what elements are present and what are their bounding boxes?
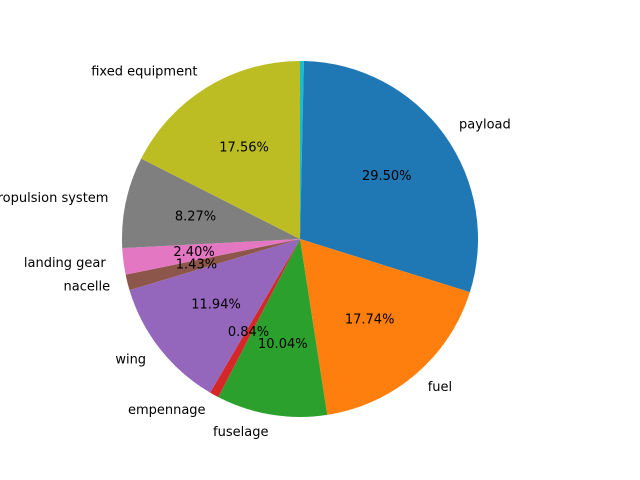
slice-label-wing: wing xyxy=(115,353,146,368)
pie-slice-landing-gear xyxy=(122,239,300,275)
slice-label-empennage: empennage xyxy=(128,403,206,418)
slice-percent-payload: 29.50% xyxy=(362,169,412,184)
slice-label-landing-gear: landing gear xyxy=(24,256,107,271)
slice-percent-wing: 11.94% xyxy=(191,298,241,313)
slice-percent-propulsion-system: 8.27% xyxy=(175,209,216,224)
slice-percent-landing-gear: 2.40% xyxy=(173,245,214,260)
pie-slice-empennage xyxy=(210,239,300,398)
slice-percent-fuselage: 10.04% xyxy=(258,337,308,352)
pie-slice-fuel xyxy=(300,239,470,415)
slice-percent-nacelle: 1.43% xyxy=(176,258,217,273)
slice-label-fuselage: fuselage xyxy=(213,425,268,440)
pie-slice-nacelle xyxy=(125,239,300,291)
slice-label-payload: payload xyxy=(459,117,511,132)
pie-slice-unlabeled-0 xyxy=(300,60,304,239)
pie-slice-fuselage xyxy=(218,239,328,418)
slice-label-propulsion-system: propulsion system xyxy=(0,191,108,206)
pie-slice-propulsion-system xyxy=(121,158,300,249)
pie-slice-wing xyxy=(129,239,300,393)
slice-percent-fixed-equipment: 17.56% xyxy=(219,141,269,156)
slice-label-fixed-equipment: fixed equipment xyxy=(91,65,197,80)
slice-percent-empennage: 0.84% xyxy=(228,325,269,340)
pie-slices xyxy=(121,60,479,418)
slice-percent-fuel: 17.74% xyxy=(345,312,395,327)
pie-labels: payload 29.50% fuel 17.74% fuselage 10.04% emp… xyxy=(0,65,511,440)
slice-label-fuel: fuel xyxy=(428,380,452,395)
pie-slice-fixed-equipment xyxy=(141,61,300,239)
slice-label-nacelle: nacelle xyxy=(64,279,111,294)
pie-slice-payload xyxy=(300,61,479,293)
